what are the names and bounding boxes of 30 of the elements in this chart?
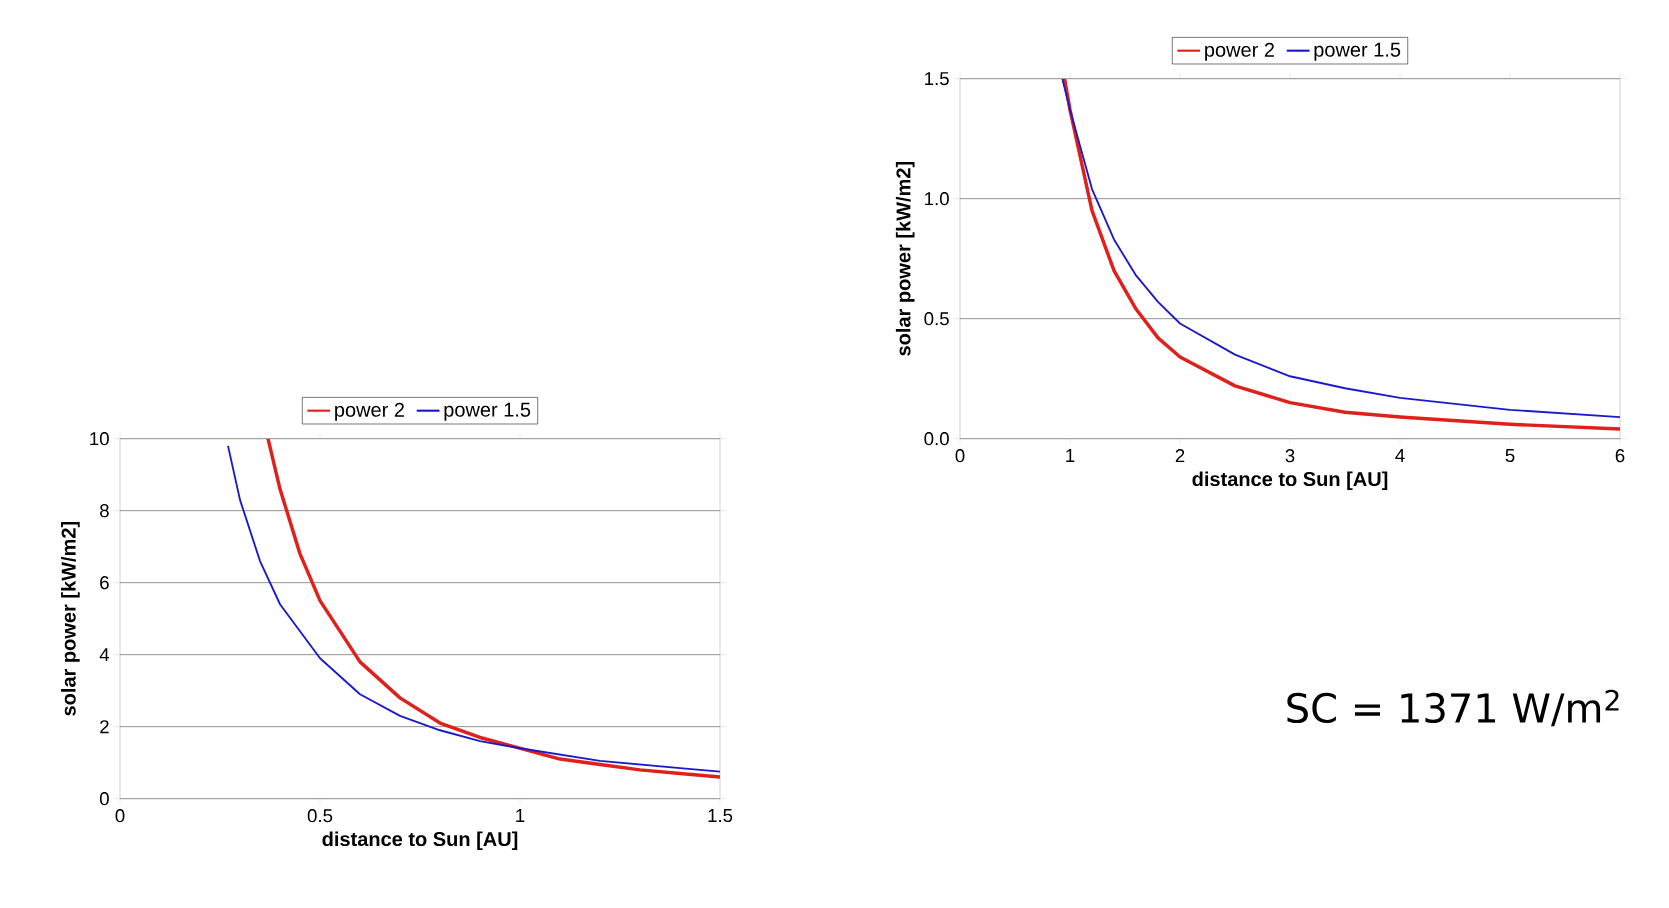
y-tick-label: 1.5 <box>925 72 949 86</box>
legend-label: power 1.5 <box>1314 42 1401 61</box>
y-tick-label: 4 <box>99 648 110 662</box>
legend-label: power 1.5 <box>444 402 531 421</box>
y-axis-title: solar power [kW/m2] <box>61 522 80 716</box>
x-tick-label: 0 <box>115 809 125 823</box>
x-tick-label: 3 <box>1285 449 1295 463</box>
x-tick-label: 6 <box>1615 449 1625 463</box>
x-tick-label: 5 <box>1505 449 1515 463</box>
y-tick-label: 6 <box>100 576 109 590</box>
x-tick-label: 4 <box>1395 449 1405 462</box>
y-tick-label: 2 <box>100 720 109 734</box>
legend-label: power 2 <box>1205 42 1274 61</box>
x-tick-label: 0 <box>955 449 965 463</box>
y-axis-title: solar power [kW/m2] <box>895 162 915 356</box>
x-tick-label: 1 <box>516 809 525 822</box>
legend-label: power 2 <box>335 402 404 421</box>
y-tick-label: 8 <box>100 504 109 518</box>
y-tick-label: 0 <box>99 792 109 806</box>
y-tick-label: 10 <box>90 432 109 446</box>
x-tick-label: 2 <box>1175 449 1185 463</box>
y-tick-label: 0.0 <box>924 432 949 446</box>
x-tick-label: 1.5 <box>708 809 733 823</box>
x-tick-label: 0.5 <box>307 809 333 823</box>
x-axis-title: distance to Sun [AU] <box>1192 471 1388 491</box>
y-tick-label: 0.5 <box>924 312 949 326</box>
x-axis-title: distance to Sun [AU] <box>322 831 518 851</box>
x-tick-label: 1 <box>1066 449 1075 462</box>
text: SC = 1371 W/m$^{2}$ <box>1287 689 1619 727</box>
y-tick-label: 1.0 <box>925 192 949 206</box>
